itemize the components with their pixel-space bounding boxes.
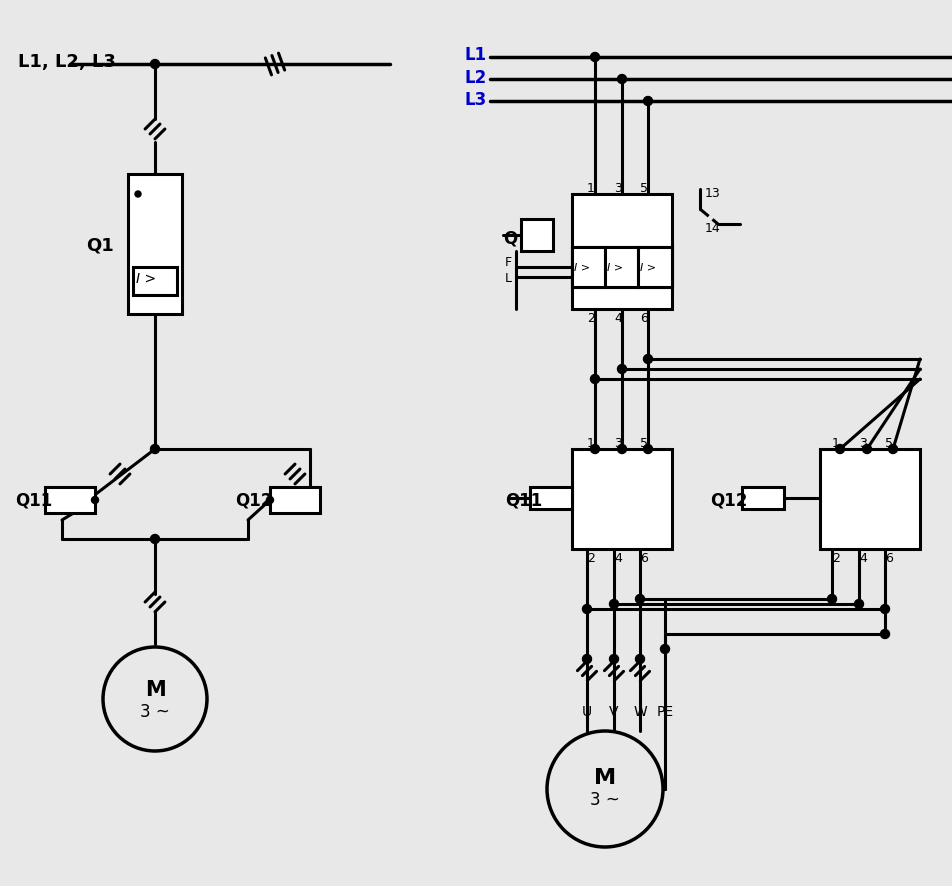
- Text: 5: 5: [640, 436, 647, 449]
- Text: 6: 6: [640, 311, 647, 324]
- Text: Q12: Q12: [235, 492, 272, 509]
- Bar: [637, 248, 671, 288]
- Text: M: M: [593, 767, 615, 787]
- Text: Q11: Q11: [15, 492, 52, 509]
- Circle shape: [582, 605, 591, 614]
- Bar: [269, 487, 320, 513]
- Circle shape: [635, 655, 644, 664]
- Bar: [605, 248, 637, 288]
- Circle shape: [591, 446, 598, 453]
- Text: W: W: [632, 704, 646, 719]
- Circle shape: [888, 446, 896, 453]
- Circle shape: [644, 446, 651, 453]
- Text: 5: 5: [640, 182, 647, 194]
- Bar: [571, 449, 671, 549]
- Bar: [742, 487, 783, 509]
- Circle shape: [617, 445, 625, 454]
- Circle shape: [91, 497, 98, 504]
- Text: 3 ~: 3 ~: [589, 790, 620, 808]
- Text: 1: 1: [831, 436, 839, 449]
- Text: L1: L1: [465, 46, 486, 64]
- Circle shape: [618, 446, 625, 453]
- Circle shape: [880, 630, 888, 639]
- Text: PE: PE: [656, 704, 673, 719]
- Circle shape: [835, 445, 843, 454]
- Circle shape: [267, 497, 273, 504]
- Circle shape: [590, 53, 599, 62]
- Text: M: M: [145, 680, 166, 699]
- Bar: [45, 487, 95, 513]
- Circle shape: [150, 535, 159, 544]
- Text: 1: 1: [586, 182, 594, 194]
- Text: 6: 6: [884, 551, 892, 563]
- Text: 14: 14: [704, 222, 720, 234]
- Bar: [133, 268, 177, 296]
- Text: I >: I >: [606, 263, 623, 273]
- Text: 2: 2: [586, 311, 594, 324]
- Circle shape: [617, 75, 625, 84]
- Text: U: U: [582, 704, 591, 719]
- Text: I >: I >: [640, 263, 655, 273]
- Circle shape: [880, 605, 888, 614]
- Text: Q12: Q12: [709, 491, 746, 509]
- Bar: [128, 175, 182, 315]
- Text: 2: 2: [586, 551, 594, 563]
- Bar: [521, 220, 552, 252]
- Text: 2: 2: [831, 551, 839, 563]
- Text: I >: I >: [573, 263, 589, 273]
- Circle shape: [590, 445, 599, 454]
- Circle shape: [150, 445, 159, 454]
- Text: 1: 1: [586, 436, 594, 449]
- Circle shape: [863, 446, 869, 453]
- Circle shape: [862, 445, 870, 454]
- Bar: [571, 248, 605, 288]
- Circle shape: [609, 655, 618, 664]
- Circle shape: [826, 595, 836, 604]
- Circle shape: [836, 446, 843, 453]
- Text: I >: I >: [136, 272, 156, 285]
- Circle shape: [660, 645, 669, 654]
- Circle shape: [609, 600, 618, 609]
- Circle shape: [582, 655, 591, 664]
- Circle shape: [635, 595, 644, 604]
- Text: 4: 4: [613, 311, 622, 324]
- Text: L: L: [505, 271, 511, 284]
- Text: 4: 4: [613, 551, 622, 563]
- Circle shape: [150, 60, 159, 69]
- Text: 3 ~: 3 ~: [140, 703, 169, 720]
- Circle shape: [643, 445, 652, 454]
- Text: L1, L2, L3: L1, L2, L3: [18, 53, 116, 71]
- Circle shape: [643, 355, 652, 364]
- Text: 3: 3: [613, 436, 622, 449]
- Text: 13: 13: [704, 186, 720, 199]
- Circle shape: [590, 375, 599, 384]
- Circle shape: [135, 191, 141, 198]
- Circle shape: [643, 97, 652, 106]
- Circle shape: [617, 365, 625, 374]
- Text: Q11: Q11: [505, 491, 542, 509]
- Text: 5: 5: [884, 436, 892, 449]
- Text: 3: 3: [858, 436, 866, 449]
- Text: V: V: [608, 704, 618, 719]
- Text: 4: 4: [858, 551, 866, 563]
- Text: L3: L3: [465, 91, 486, 109]
- Text: 6: 6: [640, 551, 647, 563]
- Bar: [571, 195, 671, 309]
- Circle shape: [887, 445, 897, 454]
- Text: 3: 3: [613, 182, 622, 194]
- Text: Q: Q: [503, 229, 517, 246]
- Bar: [819, 449, 919, 549]
- Bar: [571, 248, 671, 288]
- Text: Q1: Q1: [86, 236, 113, 253]
- Bar: [529, 487, 571, 509]
- Circle shape: [854, 600, 863, 609]
- Text: L2: L2: [465, 69, 486, 87]
- Text: F: F: [505, 255, 511, 268]
